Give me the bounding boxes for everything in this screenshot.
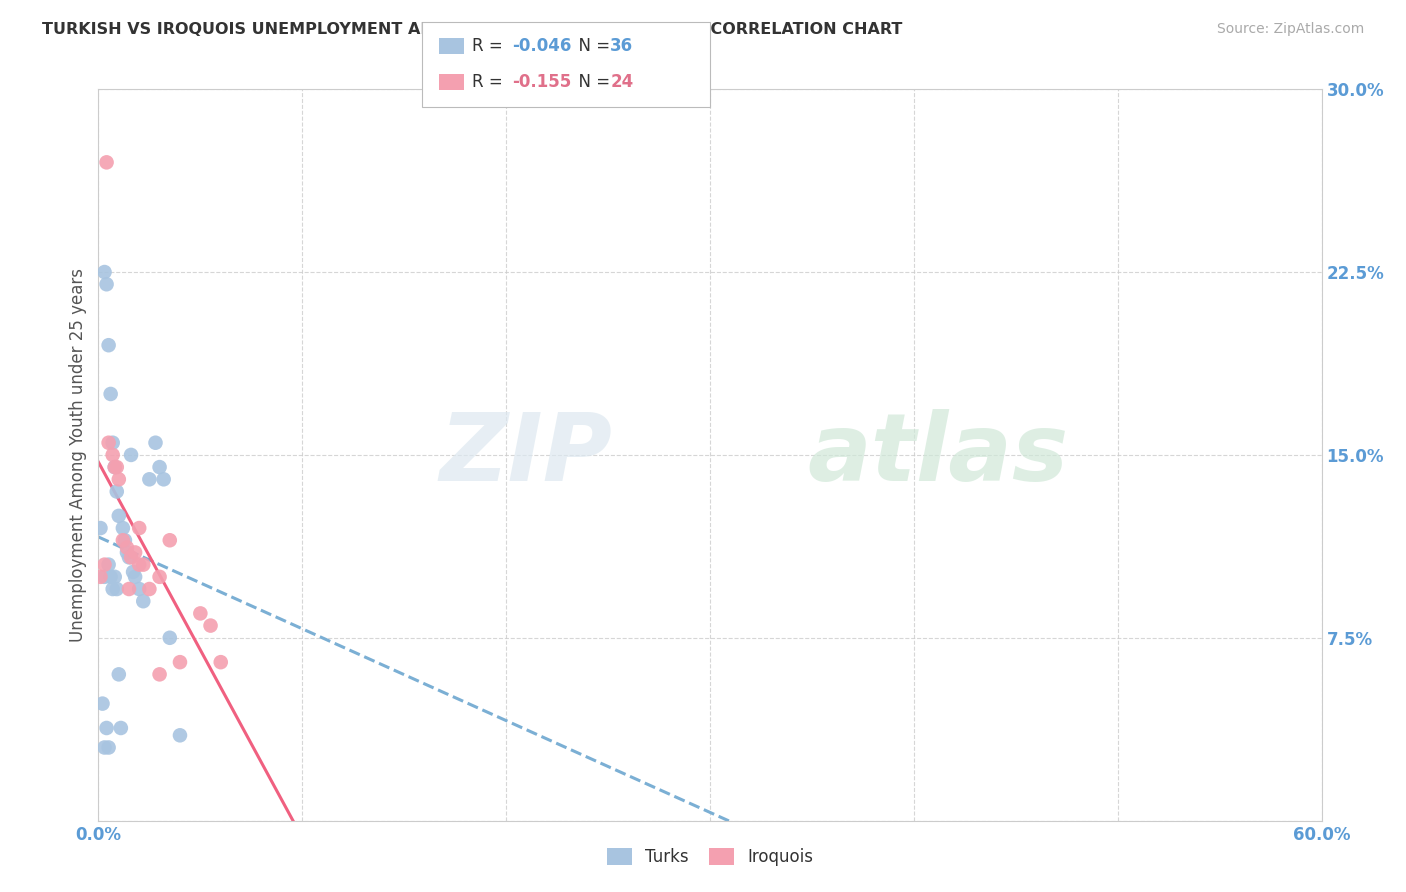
Point	[89, 521, 111, 535]
Point	[124, 570, 146, 584]
Point	[97, 740, 120, 755]
Point	[108, 472, 131, 486]
Point	[132, 594, 155, 608]
Point	[188, 607, 212, 621]
Point	[96, 155, 118, 169]
Point	[108, 508, 131, 523]
Point	[101, 435, 124, 450]
Text: R =: R =	[472, 37, 509, 55]
Point	[132, 558, 155, 572]
Text: Source: ZipAtlas.com: Source: ZipAtlas.com	[1216, 22, 1364, 37]
Point	[120, 550, 142, 565]
Point	[93, 740, 115, 755]
Point	[138, 582, 160, 596]
Text: R =: R =	[472, 73, 509, 91]
Point	[91, 697, 114, 711]
Point	[115, 545, 138, 559]
Point	[152, 472, 174, 486]
Point	[124, 545, 146, 559]
Point	[169, 728, 191, 742]
Point	[128, 582, 150, 596]
Point	[105, 460, 128, 475]
Text: N =: N =	[568, 37, 616, 55]
Text: ZIP: ZIP	[439, 409, 612, 501]
Point	[110, 721, 132, 735]
Point	[128, 521, 150, 535]
Point	[104, 460, 127, 475]
Point	[93, 570, 115, 584]
Text: -0.155: -0.155	[512, 73, 571, 91]
Point	[118, 550, 141, 565]
Point	[149, 570, 172, 584]
Text: 36: 36	[610, 37, 633, 55]
Text: N =: N =	[568, 73, 616, 91]
Point	[200, 618, 222, 632]
Text: atlas: atlas	[808, 409, 1069, 501]
Point	[93, 558, 115, 572]
Point	[122, 565, 145, 579]
Point	[105, 484, 128, 499]
Point	[108, 667, 131, 681]
Point	[96, 721, 118, 735]
Point	[93, 265, 115, 279]
Point	[149, 460, 172, 475]
Point	[111, 521, 134, 535]
Point	[101, 448, 124, 462]
Point	[128, 558, 150, 572]
Point	[159, 533, 181, 548]
Point	[97, 338, 120, 352]
Point	[114, 533, 136, 548]
Point	[111, 533, 134, 548]
Point	[100, 387, 122, 401]
Point	[138, 472, 160, 486]
Point	[104, 570, 127, 584]
Y-axis label: Unemployment Among Youth under 25 years: Unemployment Among Youth under 25 years	[69, 268, 87, 642]
Point	[115, 541, 138, 555]
Point	[101, 582, 124, 596]
Point	[169, 655, 191, 669]
Point	[145, 435, 167, 450]
Point	[96, 277, 118, 292]
Point	[159, 631, 181, 645]
Point	[104, 460, 127, 475]
Point	[209, 655, 232, 669]
Point	[100, 570, 122, 584]
Point	[97, 558, 120, 572]
Text: -0.046: -0.046	[512, 37, 571, 55]
Point	[97, 435, 120, 450]
Point	[105, 582, 128, 596]
Point	[118, 582, 141, 596]
Point	[149, 667, 172, 681]
Text: TURKISH VS IROQUOIS UNEMPLOYMENT AMONG YOUTH UNDER 25 YEARS CORRELATION CHART: TURKISH VS IROQUOIS UNEMPLOYMENT AMONG Y…	[42, 22, 903, 37]
Point	[120, 448, 142, 462]
Text: 24: 24	[610, 73, 634, 91]
Point	[89, 570, 111, 584]
Legend: Turks, Iroquois: Turks, Iroquois	[599, 839, 821, 874]
